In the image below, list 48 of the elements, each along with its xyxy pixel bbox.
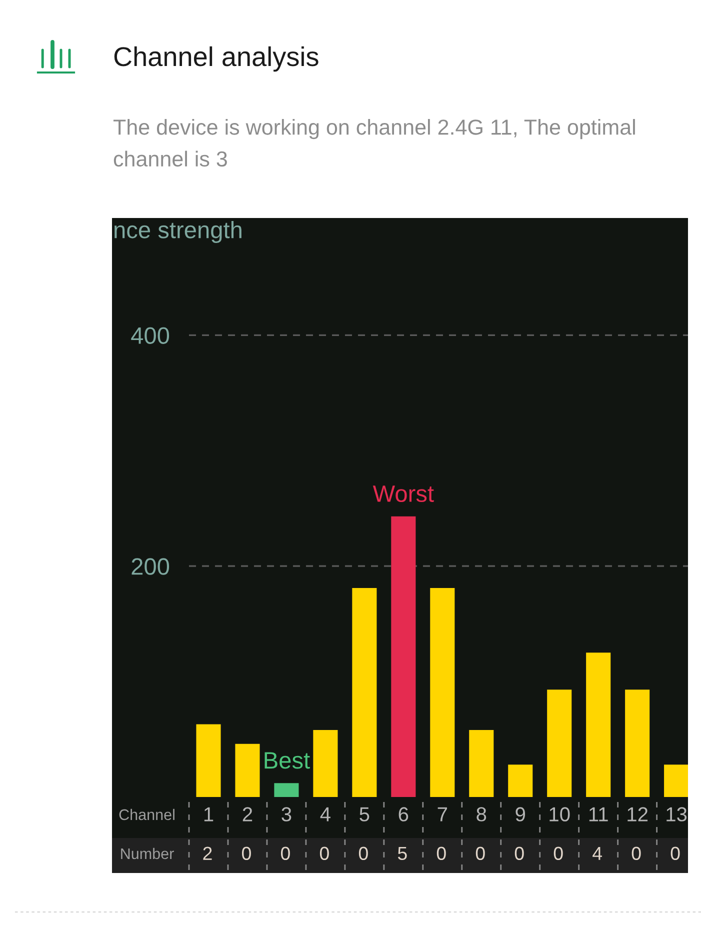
x-tick-label: 11 xyxy=(589,807,608,822)
bar xyxy=(664,764,688,797)
x-tick-label: 2 xyxy=(242,807,252,822)
x-tick-label: 13 xyxy=(666,807,687,822)
x-tick-label: 8 xyxy=(476,807,486,822)
y-axis-title: nce strength xyxy=(114,220,242,244)
text: 2 xyxy=(203,846,212,860)
bar xyxy=(313,730,338,797)
x-tick-label: 6 xyxy=(398,807,408,822)
annotation: Worst xyxy=(372,486,434,502)
bar xyxy=(352,588,377,797)
text: Number xyxy=(121,848,174,860)
text: 0 xyxy=(358,846,368,860)
bar xyxy=(391,516,416,797)
x-tick-label: 3 xyxy=(282,807,292,822)
x-tick-label: 5 xyxy=(360,807,370,822)
text: 0 xyxy=(436,846,446,860)
bar xyxy=(469,730,494,797)
annotation: Best xyxy=(264,752,310,769)
x-tick-label: 4 xyxy=(320,807,330,822)
text: 0 xyxy=(476,846,485,860)
text: 0 xyxy=(320,846,329,860)
y-tick-label: 400 xyxy=(131,327,170,344)
text: 0 xyxy=(554,846,563,860)
x-tick-label: 1 xyxy=(204,807,214,822)
bar xyxy=(586,652,611,797)
x-tick-label: 9 xyxy=(516,807,526,822)
bar xyxy=(196,724,221,797)
x-axis-title: Channel xyxy=(119,808,174,820)
bar xyxy=(625,690,650,797)
text: 0 xyxy=(280,846,290,860)
text: 4 xyxy=(592,846,602,860)
bar xyxy=(547,690,572,797)
text: 5 xyxy=(398,846,407,860)
text: 0 xyxy=(514,846,524,860)
x-tick-label: 10 xyxy=(550,807,570,822)
x-tick-label: 7 xyxy=(438,807,447,822)
text: 0 xyxy=(242,846,251,860)
bar xyxy=(274,783,299,797)
bar xyxy=(430,588,455,797)
bar xyxy=(235,744,260,797)
bar xyxy=(508,764,533,797)
chart-subtitle: The device is working on channel 2.4G 11, The optimal channel is 3 xyxy=(113,119,635,167)
text: 0 xyxy=(670,846,680,860)
y-tick-label: 200 xyxy=(132,558,170,575)
x-tick-label: 12 xyxy=(628,807,648,822)
text: 0 xyxy=(632,846,641,860)
chart-title: Channel analysis xyxy=(114,46,318,72)
